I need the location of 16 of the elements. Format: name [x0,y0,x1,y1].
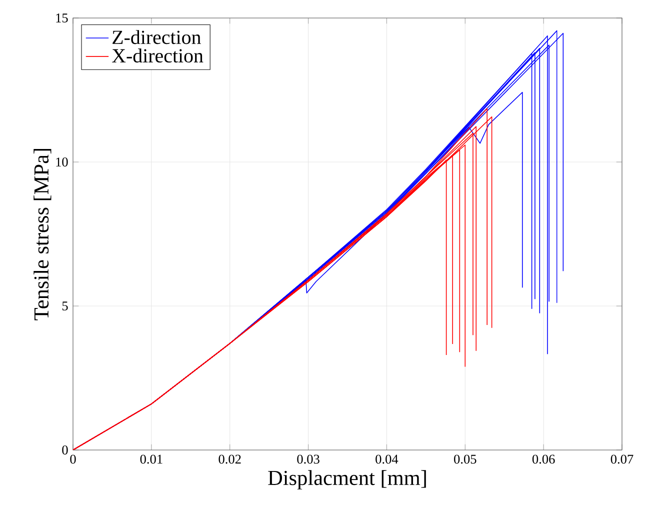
x-tick-label: 0 [70,454,76,464]
x-tick-label: 0.04 [376,454,398,464]
x-axis-title: Displacment [mm] [268,470,426,490]
y-tick-label: 0 [62,446,68,454]
y-tick-label: 15 [56,14,68,22]
x-tick-label: 0.01 [140,454,162,464]
legend-label: Z-direction [112,30,201,44]
x-tick-label: 0.02 [218,454,241,464]
legend-label: X-direction [112,48,204,63]
x-tick-label: 0.06 [532,454,555,464]
x-tick-label: 0.05 [454,454,476,464]
y-tick-label: 5 [62,302,68,310]
y-axis-title: Tensile stress [MPa] [34,148,52,320]
x-tick-label: 0.07 [610,454,634,464]
y-tick-label: 10 [56,158,68,166]
x-tick-label: 0.03 [297,454,320,464]
